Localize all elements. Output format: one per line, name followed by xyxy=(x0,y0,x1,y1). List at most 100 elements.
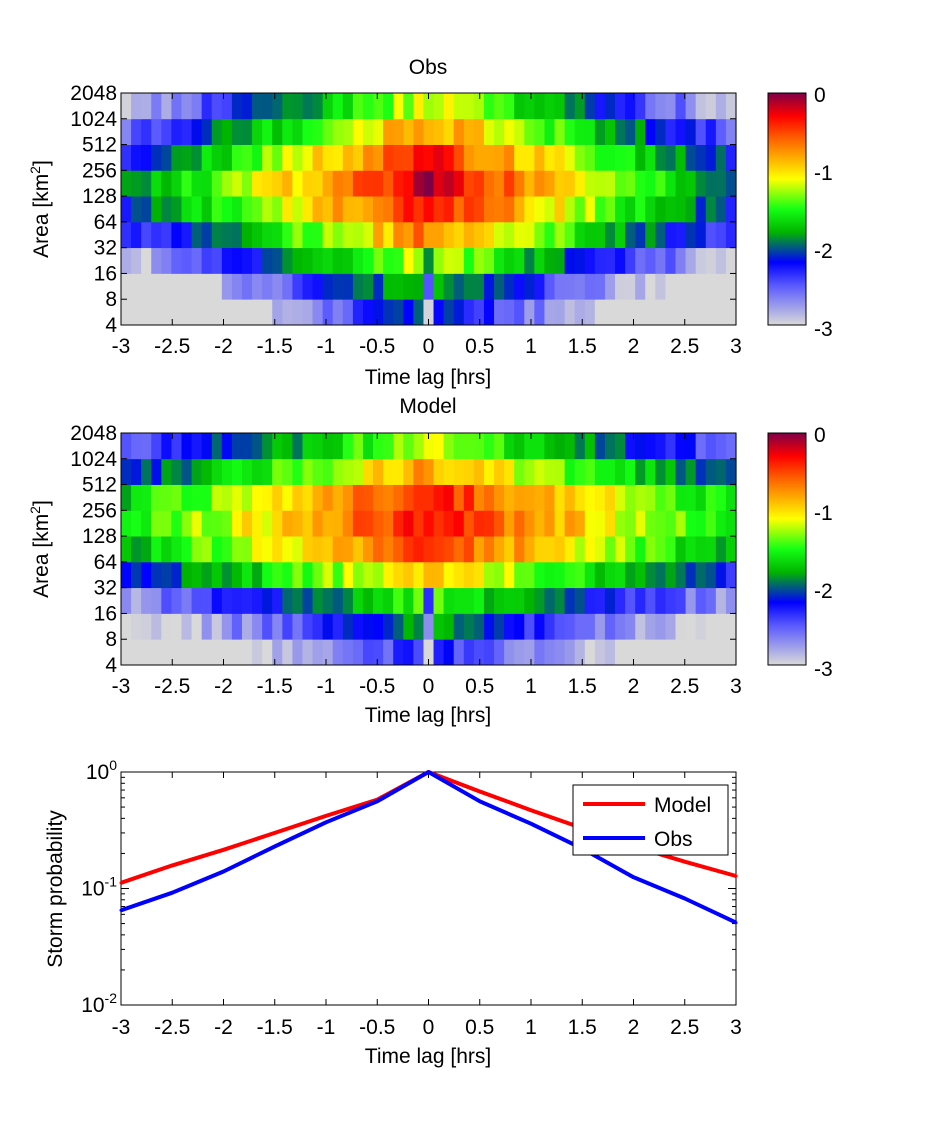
obs-heatmap-cell xyxy=(534,299,546,326)
obs-heatmap-cell xyxy=(231,118,243,145)
obs-heatmap-cell xyxy=(322,170,334,197)
obs-heatmap-cell xyxy=(373,118,384,145)
obs-heatmap-cell xyxy=(141,93,152,120)
obs-heatmap-cell xyxy=(705,118,717,145)
obs-colorbar-tick: -1 xyxy=(814,162,833,185)
obs-heatmap-cell xyxy=(635,273,646,300)
model-heatmap-cell xyxy=(554,433,566,460)
obs-heatmap-cell xyxy=(584,221,596,249)
obs-heatmap-cell xyxy=(383,273,394,300)
obs-heatmap-cell xyxy=(544,118,556,145)
obs-heatmap-cell xyxy=(453,196,465,223)
obs-heatmap-cell xyxy=(332,221,344,249)
model-heatmap-cell xyxy=(685,561,697,589)
model-heatmap-cell xyxy=(151,561,162,589)
obs-heatmap-cell xyxy=(161,93,173,120)
model-heatmap-cell xyxy=(443,510,455,537)
obs-heatmap-cell xyxy=(231,247,243,274)
obs-heatmap-cell xyxy=(675,273,687,300)
model-heatmap-cell xyxy=(645,536,656,563)
obs-heatmap-cell xyxy=(594,170,606,197)
obs-heatmap-cell xyxy=(332,196,344,223)
obs-heatmap-cell xyxy=(191,247,203,274)
model-heatmap-cell xyxy=(121,613,132,640)
obs-heatmap-cell xyxy=(443,299,455,326)
model-heatmap-cell xyxy=(342,639,354,666)
obs-heatmap-cell xyxy=(705,247,717,274)
model-heatmap-cell xyxy=(685,510,697,537)
obs-heatmap-cell xyxy=(675,196,687,223)
obs-heatmap-cell xyxy=(574,196,586,223)
model-heatmap-cell xyxy=(413,639,425,666)
obs-heatmap-cell xyxy=(483,247,495,274)
model-heatmap-cell xyxy=(433,484,445,511)
model-heatmap-cell xyxy=(393,458,404,485)
model-heatmap-cell xyxy=(584,639,596,666)
obs-heatmap-cell xyxy=(534,118,546,145)
obs-heatmap-cell xyxy=(362,273,374,300)
model-heatmap-cell xyxy=(433,510,445,537)
obs-heatmap-cell xyxy=(483,170,495,197)
obs-heatmap-cell xyxy=(141,170,152,197)
model-heatmap-cell xyxy=(272,613,283,640)
obs-heatmap-cell xyxy=(262,196,273,223)
obs-heatmap-cell xyxy=(292,299,304,326)
model-heatmap-cell xyxy=(504,536,515,563)
obs-heatmap-cell xyxy=(383,299,394,326)
obs-heatmap-cell xyxy=(655,196,667,223)
obs-heatmap-cells xyxy=(121,93,737,326)
model-heatmap-cell xyxy=(322,639,334,666)
obs-heatmap-cell xyxy=(715,144,727,171)
obs-heatmap-cell xyxy=(362,247,374,274)
model-heatmap-cell xyxy=(524,458,535,485)
obs-heatmap-cell xyxy=(483,273,495,300)
obs-heatmap-cell xyxy=(131,118,142,145)
obs-x-tick-label: 2 xyxy=(628,335,640,358)
obs-heatmap-cell xyxy=(705,144,717,171)
model-heatmap-cell xyxy=(302,458,314,485)
model-heatmap-cell xyxy=(362,587,374,614)
obs-heatmap-cell xyxy=(121,118,132,145)
model-heatmap-cell xyxy=(362,458,374,485)
obs-heatmap-cell xyxy=(383,93,394,120)
obs-heatmap-cell xyxy=(151,221,162,249)
obs-y-tick-label: 32 xyxy=(94,237,117,260)
model-heatmap-cell xyxy=(574,433,586,460)
model-heatmap-cell xyxy=(352,433,364,460)
obs-heatmap-cell xyxy=(645,170,656,197)
model-heatmap-cell xyxy=(241,587,253,614)
model-heatmap-cell xyxy=(635,587,646,614)
model-heatmap-cell xyxy=(494,639,505,666)
obs-heatmap-cell xyxy=(685,93,697,120)
obs-heatmap-cell xyxy=(635,93,646,120)
obs-heatmap-cell xyxy=(473,118,485,145)
model-heatmap-cell xyxy=(211,510,223,537)
obs-heatmap-cell xyxy=(393,221,404,249)
obs-heatmap-cell xyxy=(403,93,414,120)
model-heatmap-cell xyxy=(241,510,253,537)
obs-heatmap-cell xyxy=(393,118,404,145)
obs-heatmap-cell xyxy=(161,144,173,171)
model-heatmap-cell xyxy=(161,458,173,485)
model-heatmap-cell xyxy=(332,639,344,666)
obs-heatmap-cell xyxy=(221,196,233,223)
model-heatmap-cell xyxy=(635,510,646,537)
obs-heatmap-cell xyxy=(453,93,465,120)
obs-heatmap-cell xyxy=(494,196,505,223)
obs-heatmap-cell xyxy=(383,170,394,197)
obs-heatmap-cell xyxy=(463,144,475,171)
model-heatmap-cell xyxy=(201,587,213,614)
model-heatmap-cell xyxy=(282,561,293,589)
obs-heatmap-cell xyxy=(453,118,465,145)
obs-heatmap-cell xyxy=(383,144,394,171)
model-heatmap-cell xyxy=(645,510,656,537)
model-heatmap-cell xyxy=(221,613,233,640)
obs-heatmap-cell xyxy=(725,247,737,274)
obs-heatmap-cell xyxy=(604,118,616,145)
obs-heatmap-cell xyxy=(201,221,213,249)
obs-heatmap-cell xyxy=(564,144,576,171)
obs-heatmap-cell xyxy=(574,273,586,300)
model-heatmap-cell xyxy=(695,510,707,537)
obs-heatmap-cell xyxy=(433,118,445,145)
model-heatmap-cell xyxy=(373,613,384,640)
